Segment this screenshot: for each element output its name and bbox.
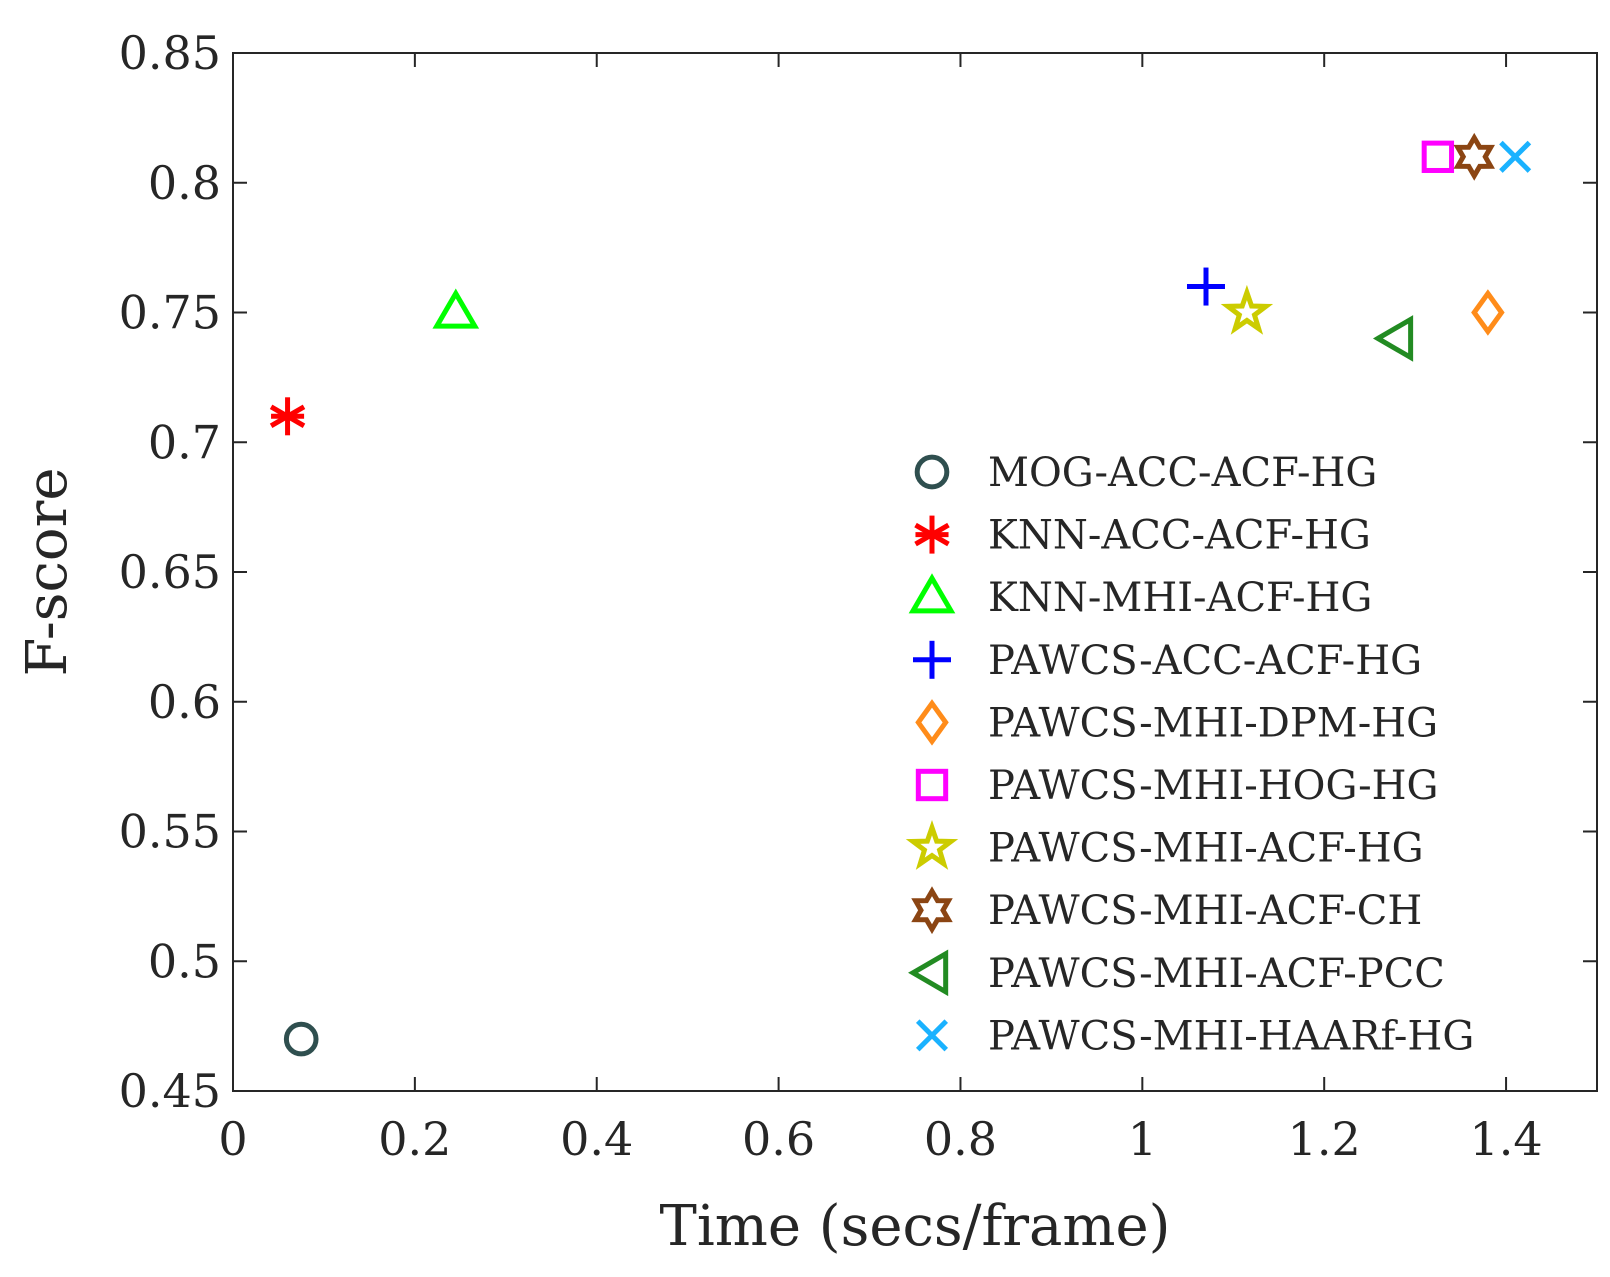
legend-label: KNN-ACC-ACF-HG (988, 513, 1371, 559)
y-tick-label: 0.65 (119, 545, 221, 599)
legend-marker-pawcs-mhi-acf-ch (911, 886, 953, 935)
y-axis-title: F-score (15, 468, 80, 677)
data-point-mog-acc-acf-hg (283, 1021, 319, 1057)
x-tick-label: 0.8 (924, 1112, 997, 1166)
y-tick-label: 0.45 (119, 1064, 221, 1118)
legend-item-pawcs-mhi-acf-ch: PAWCS-MHI-ACF-CH (911, 886, 1422, 935)
legend-marker-pawcs-mhi-acf-hg (905, 820, 959, 870)
legend-label: PAWCS-ACC-ACF-HG (988, 638, 1422, 684)
legend-item-pawcs-mhi-dpm-hg: PAWCS-MHI-DPM-HG (915, 699, 1438, 746)
plot-area (233, 53, 1597, 1091)
y-tick-label: 0.8 (148, 156, 221, 210)
x-tick-label: 0.6 (742, 1112, 815, 1166)
tick-labels: 0 0.2 0.4 0.6 0.8 1 1.2 1.4 0.45 0.5 0.55 0.6 0.65 0.… (119, 26, 1543, 1166)
x-tick-label: 1.2 (1288, 1112, 1361, 1166)
data-point-knn-acc-acf-hg (269, 397, 306, 436)
legend-marker-pawcs-mhi-hog-hg (915, 768, 949, 802)
x-tick-label: 0.2 (378, 1112, 451, 1166)
data-point-pawcs-mhi-acf-ch (1453, 132, 1495, 181)
y-tick-label: 0.5 (148, 934, 221, 988)
legend-item-pawcs-mhi-haarf-hg: PAWCS-MHI-HAARf-HG (915, 1013, 1474, 1059)
legend-marker-mog-acc-acf-hg (914, 454, 950, 490)
plot-frame (232, 52, 1598, 1092)
legend-item-pawcs-acc-acf-hg: PAWCS-ACC-ACF-HG (913, 638, 1422, 684)
data-point-pawcs-mhi-acf-hg (1220, 284, 1274, 335)
y-tick-label: 0.55 (119, 805, 221, 859)
legend-label: PAWCS-MHI-ACF-CH (988, 888, 1422, 934)
y-tick-label: 0.85 (119, 26, 221, 80)
legend-item-knn-mhi-acf-hg: KNN-MHI-ACF-HG (908, 573, 1372, 621)
legend-label: PAWCS-MHI-HOG-HG (988, 763, 1439, 809)
legend-label: MOG-ACC-ACF-HG (988, 450, 1377, 496)
x-tick-label: 1 (1128, 1112, 1157, 1166)
legend-label: KNN-MHI-ACF-HG (988, 575, 1372, 621)
data-point-pawcs-mhi-haarf-hg (1499, 140, 1532, 173)
legend-label: PAWCS-MHI-ACF-PCC (988, 951, 1445, 997)
data-point-pawcs-mhi-hog-hg (1421, 140, 1455, 173)
legend: MOG-ACC-ACF-HG KNN-ACC-ACF-HG KNN-MHI-ACF-… (905, 450, 1474, 1059)
legend-marker-pawcs-mhi-acf-pcc (908, 949, 949, 997)
legend-marker-knn-mhi-acf-hg (908, 573, 956, 614)
x-axis-title: Time (secs/frame) (660, 1194, 1171, 1259)
data-point-pawcs-mhi-acf-pcc (1372, 315, 1414, 362)
data-points (269, 132, 1532, 1057)
x-tick-label: 1.4 (1469, 1112, 1542, 1166)
x-tick-label: 0.4 (560, 1112, 633, 1166)
legend-label: PAWCS-MHI-ACF-HG (988, 826, 1424, 872)
legend-marker-pawcs-mhi-dpm-hg (915, 699, 949, 746)
legend-item-pawcs-mhi-acf-hg: PAWCS-MHI-ACF-HG (905, 820, 1424, 872)
legend-marker-pawcs-mhi-haarf-hg (915, 1019, 949, 1052)
data-point-pawcs-acc-acf-hg (1186, 267, 1225, 306)
data-point-pawcs-mhi-dpm-hg (1471, 289, 1505, 336)
legend-label: PAWCS-MHI-DPM-HG (988, 700, 1438, 746)
x-tick-label: 0 (218, 1112, 247, 1166)
y-tick-label: 0.6 (148, 675, 221, 729)
legend-item-knn-acc-acf-hg: KNN-ACC-ACF-HG (914, 513, 1371, 559)
legend-item-pawcs-mhi-hog-hg: PAWCS-MHI-HOG-HG (915, 763, 1439, 809)
data-point-knn-mhi-acf-hg (432, 288, 480, 329)
legend-label: PAWCS-MHI-HAARf-HG (988, 1013, 1474, 1059)
legend-marker-pawcs-acc-acf-hg (913, 640, 951, 679)
legend-item-pawcs-mhi-acf-pcc: PAWCS-MHI-ACF-PCC (908, 949, 1445, 997)
y-tick-label: 0.75 (119, 286, 221, 340)
y-tick-label: 0.7 (148, 415, 221, 469)
legend-marker-knn-acc-acf-hg (914, 515, 950, 554)
legend-item-mog-acc-acf-hg: MOG-ACC-ACF-HG (914, 450, 1377, 496)
